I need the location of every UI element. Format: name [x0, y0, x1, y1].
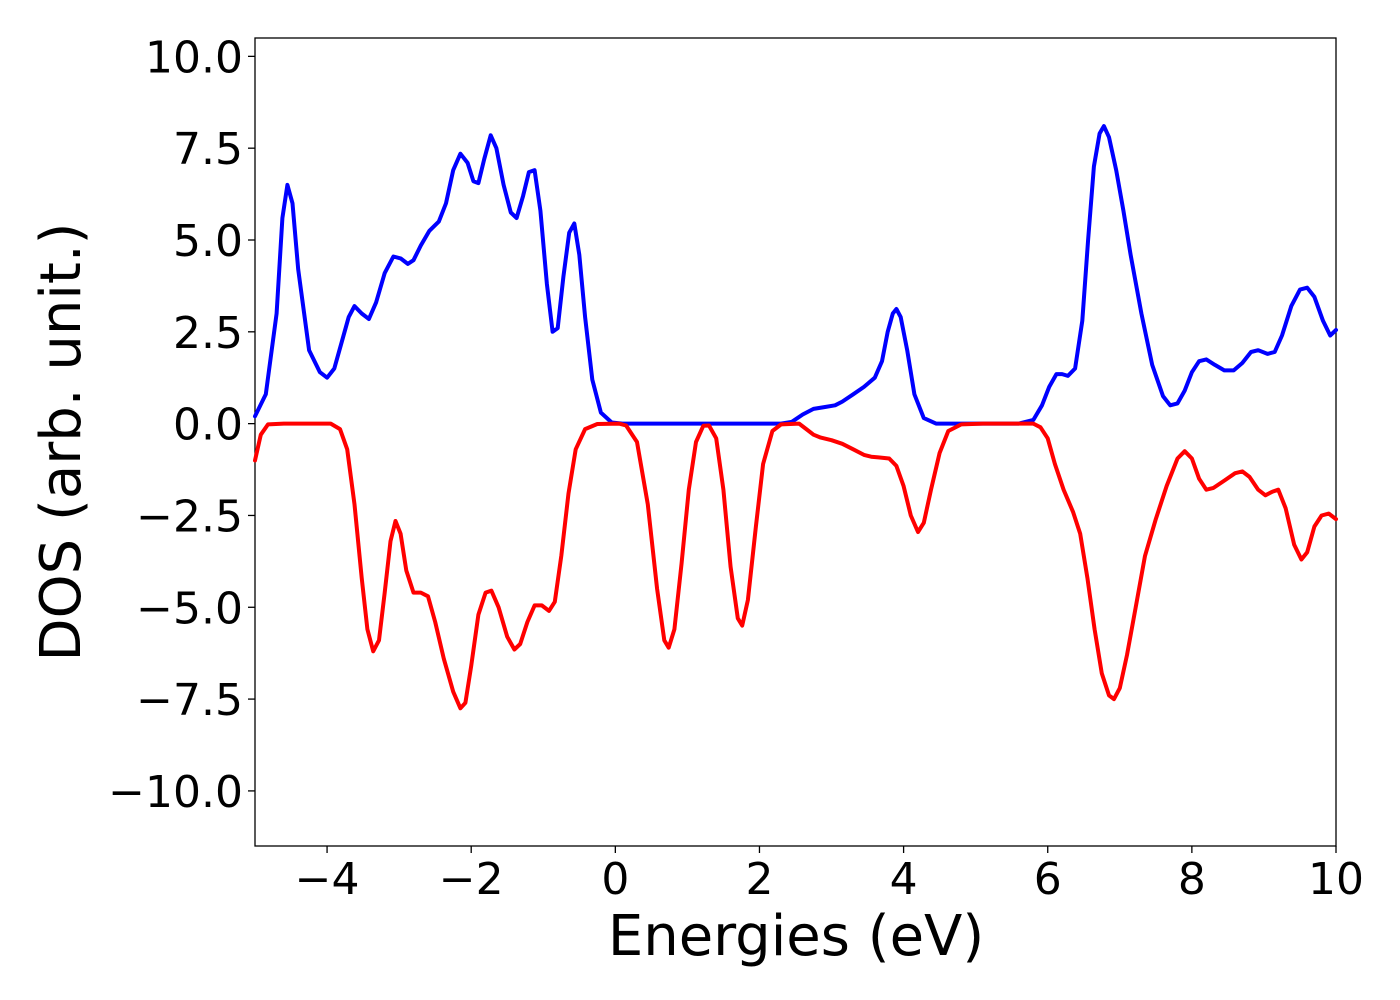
x-tick-label: 2: [745, 854, 773, 905]
x-axis-label: Energies (eV): [608, 904, 984, 969]
y-axis-ticks: 10.0 7.5 5.0 2.5 0.0 −2.5 −5.0 −7.5 −10.0: [108, 32, 255, 818]
y-tick-label: −10.0: [108, 767, 243, 818]
y-tick-label: 5.0: [173, 216, 243, 267]
x-tick-label: 0: [601, 854, 629, 905]
x-tick-label: 8: [1178, 854, 1206, 905]
series-layer: [253, 124, 1338, 711]
x-tick-label: 4: [890, 854, 918, 905]
plot-area: [254, 37, 1337, 847]
series-line-spin-down: [253, 421, 1338, 711]
plot-frame: [254, 37, 1337, 847]
x-axis-ticks: −4 −2 0 2 4 6 8 10: [295, 846, 1364, 905]
y-tick-label: 2.5: [173, 308, 243, 359]
x-tick-label: 10: [1308, 854, 1364, 905]
y-tick-label: −2.5: [136, 491, 243, 542]
y-tick-label: −5.0: [136, 583, 243, 634]
y-tick-label: 10.0: [145, 32, 243, 83]
x-tick-label: 6: [1034, 854, 1062, 905]
series-line-spin-up: [253, 124, 1338, 426]
y-tick-label: 7.5: [173, 124, 243, 175]
y-tick-label: −7.5: [136, 675, 243, 726]
x-tick-label: −4: [295, 854, 360, 905]
y-axis-label: DOS (arb. unit.): [29, 222, 94, 661]
x-tick-label: −2: [439, 854, 504, 905]
y-tick-label: 0.0: [173, 400, 243, 451]
